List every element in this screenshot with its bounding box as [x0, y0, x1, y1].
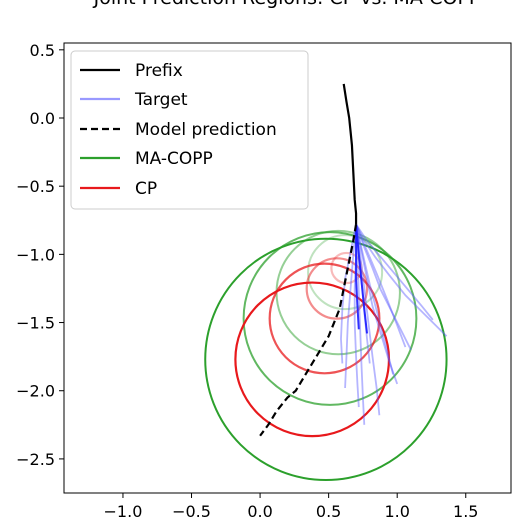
x-axis-ticks: −1.0 −0.5 0.0 0.5 1.0 1.5 [104, 493, 478, 518]
x-tick-label: −0.5 [172, 502, 211, 518]
model-prediction-line [259, 224, 358, 437]
ma-copp-regions [204, 229, 448, 482]
axes-frame [63, 42, 512, 494]
cp-circle [305, 257, 369, 320]
target-line [344, 224, 357, 389]
legend-label-cp: CP [135, 179, 157, 199]
target-line [355, 224, 394, 375]
x-tick-label: 0.0 [247, 502, 272, 518]
target-line [355, 223, 434, 321]
target-line [355, 224, 369, 334]
target-line [355, 224, 366, 425]
cp-circle [234, 281, 391, 438]
target-line [355, 224, 399, 385]
cp-circle [330, 251, 363, 285]
x-tick-label: 0.5 [316, 502, 341, 518]
target-line [355, 224, 412, 351]
y-tick-label: 0.0 [30, 109, 55, 128]
target-line [355, 224, 381, 416]
target-line [355, 224, 407, 348]
y-tick-label: −1.0 [16, 245, 55, 264]
target-line [355, 224, 360, 330]
chart-title: Joint Prediction Regions: CP vs. MA-COPP [93, 0, 481, 9]
plot-area [204, 83, 448, 482]
ma-copp-circle [204, 237, 448, 482]
target-trajectories [340, 223, 448, 425]
x-tick-label: 1.5 [453, 502, 478, 518]
prefix-line [342, 83, 358, 225]
legend-label-ma-copp: MA-COPP [135, 149, 213, 169]
y-tick-label: 0.5 [30, 41, 55, 60]
ma-copp-circle [307, 234, 384, 311]
target-line [355, 223, 448, 337]
y-tick-label: −2.5 [16, 450, 55, 469]
cp-circle [268, 262, 381, 375]
cp-regions [234, 251, 391, 438]
y-tick-label: −0.5 [16, 177, 55, 196]
legend-label-prefix: Prefix [135, 61, 183, 81]
legend: Prefix Target Model prediction MA-COPP C… [70, 50, 309, 210]
legend-box [70, 50, 309, 210]
y-tick-label: −2.0 [16, 382, 55, 401]
legend-label-target: Target [134, 90, 188, 110]
y-tick-label: −1.5 [16, 314, 55, 333]
x-tick-label: −1.0 [104, 502, 143, 518]
y-axis-ticks: 0.5 0.0 −0.5 −1.0 −1.5 −2.0 −2.5 [16, 41, 64, 469]
x-tick-label: 1.0 [384, 502, 409, 518]
legend-label-model-prediction: Model prediction [135, 120, 277, 140]
